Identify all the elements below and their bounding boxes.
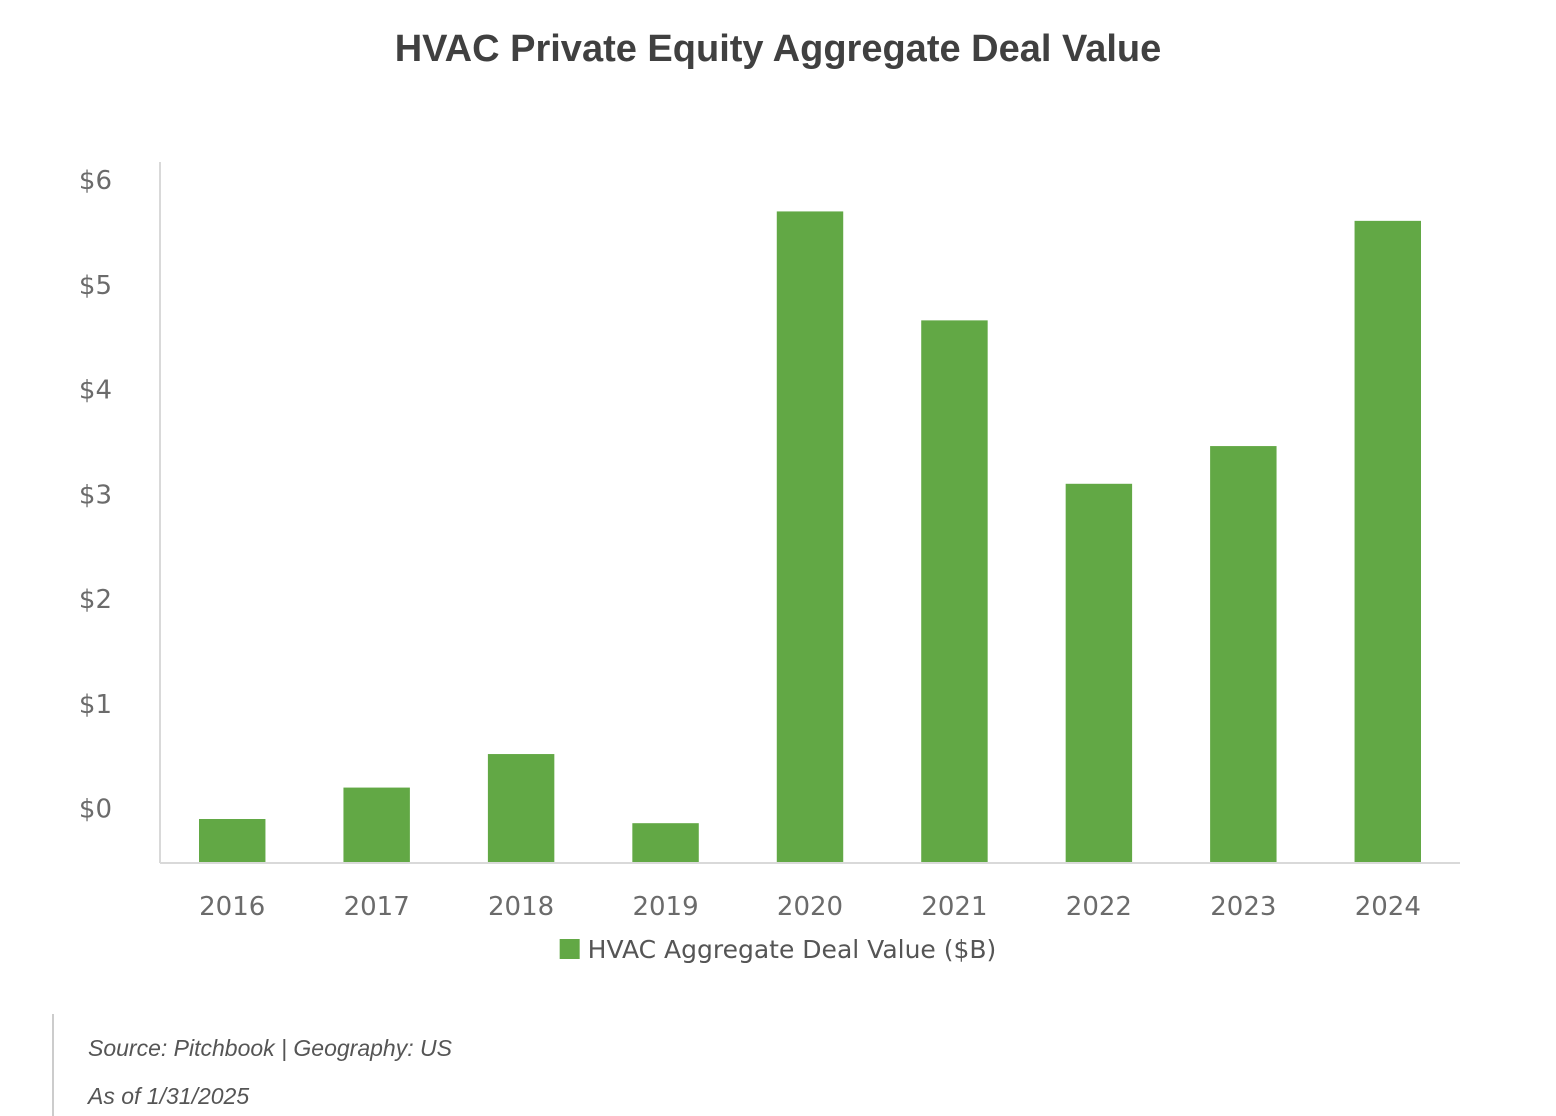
footer-divider: [52, 1014, 54, 1116]
y-tick-label: $2: [79, 585, 112, 615]
y-tick-label: $1: [79, 690, 112, 720]
bar: [1210, 446, 1277, 863]
x-tick-label: 2016: [199, 892, 265, 922]
bar: [1354, 220, 1421, 863]
legend: HVAC Aggregate Deal Value ($B): [559, 935, 997, 964]
source-note: Source: Pitchbook | Geography: US: [88, 1035, 452, 1061]
bar: [632, 823, 699, 863]
y-tick-label: $4: [79, 376, 112, 406]
bar: [487, 754, 555, 863]
x-tick-label: 2017: [344, 892, 410, 922]
as-of-note: As of 1/31/2025: [88, 1083, 250, 1109]
bar: [343, 787, 410, 863]
y-axis: $0 $1 $2 $3 $4 $5 $6: [79, 162, 161, 863]
x-tick-label: 2022: [1066, 892, 1132, 922]
bar: [921, 320, 988, 863]
x-tick-label: 2018: [488, 892, 554, 922]
x-tick-label: 2020: [777, 892, 843, 922]
y-tick-label: $6: [79, 166, 112, 196]
x-axis: 2016 2017 2018 2019 2020 2021 2022 2023 2024: [160, 862, 1460, 922]
x-tick-label: 2021: [921, 892, 987, 922]
x-tick-label: 2024: [1355, 892, 1421, 922]
y-tick-label: $3: [79, 480, 112, 510]
bar-chart: $0$1$2$3$4$5$6 2016 2017 2018 2019 2020 2021 2…: [79, 162, 1460, 964]
bars: [199, 211, 1421, 863]
x-tick-label: 2019: [632, 892, 698, 922]
bar: [776, 211, 844, 863]
bar: [1065, 483, 1133, 863]
x-tick-label: 2023: [1210, 892, 1276, 922]
y-tick-label: $5: [79, 271, 112, 301]
chart-title: HVAC Private Equity Aggregate Deal Value: [394, 28, 1162, 70]
y-tick-label: $0: [79, 795, 112, 825]
legend-swatch: [559, 939, 580, 959]
bar: [199, 819, 266, 863]
legend-label: HVAC Aggregate Deal Value ($B): [588, 935, 997, 964]
